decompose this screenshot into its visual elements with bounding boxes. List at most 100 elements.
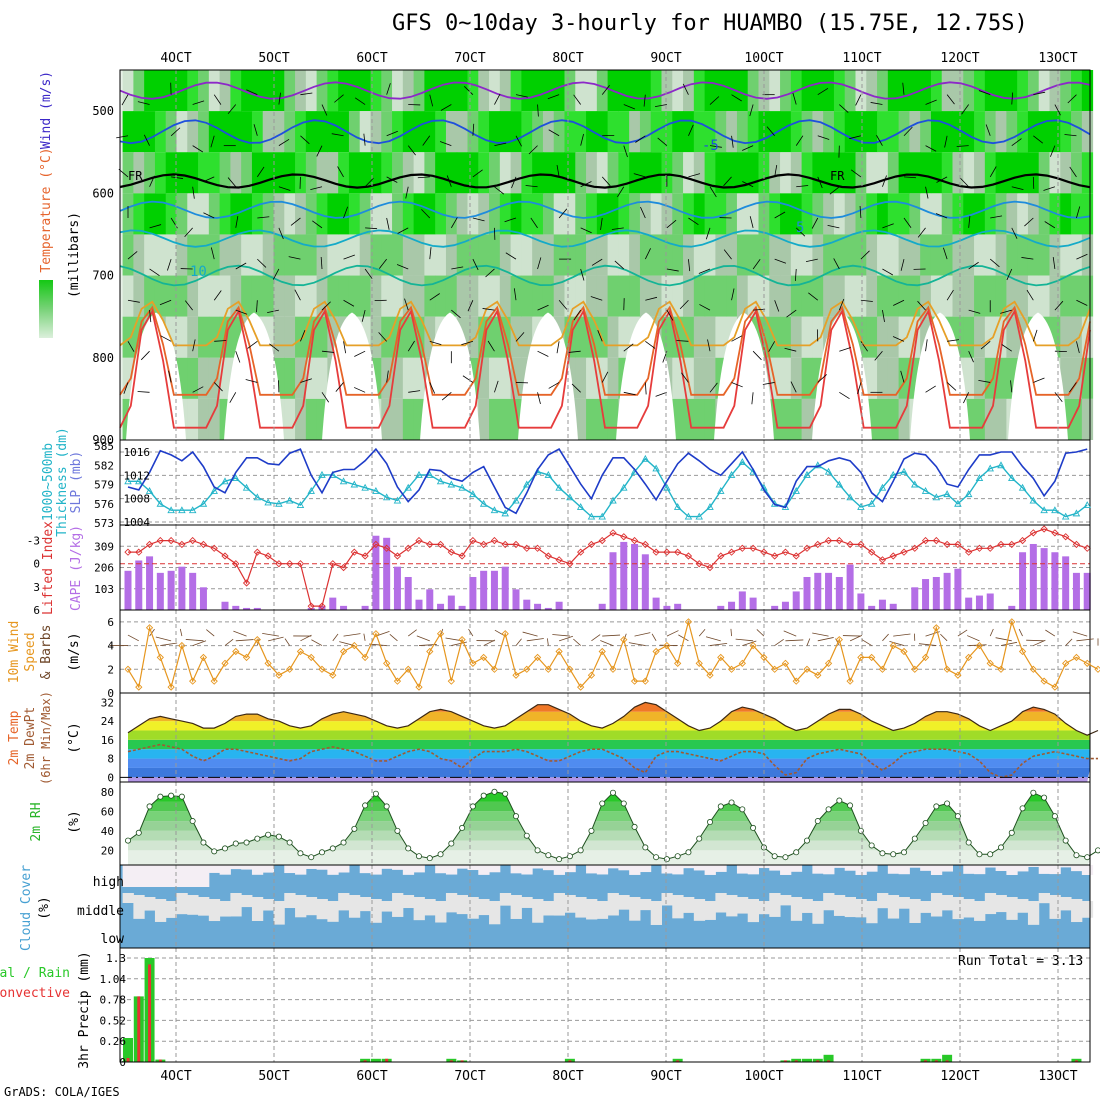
precip-conv-bar — [126, 1058, 130, 1062]
rh-cell — [596, 398, 609, 440]
rh-point — [125, 837, 132, 844]
wind-barb — [343, 206, 349, 219]
rh-cell — [639, 193, 652, 235]
rh-cell — [596, 70, 609, 112]
rh-cell — [855, 234, 867, 276]
thickness-point — [339, 477, 348, 485]
wind-barb — [709, 186, 717, 198]
rh-cell — [650, 70, 662, 112]
wind-barb — [925, 186, 929, 199]
rh-cell — [952, 193, 964, 235]
wind-label: Wind (m/s) — [39, 71, 54, 149]
wind-barb — [940, 633, 948, 642]
rh-point — [987, 851, 994, 858]
rh-cell — [995, 275, 1007, 317]
wind-barb — [817, 135, 830, 140]
cloud-high-block — [618, 865, 630, 871]
wind-barb — [321, 350, 334, 353]
rh-cell — [1081, 234, 1094, 276]
wind-barb — [246, 89, 258, 96]
rh-cell — [273, 275, 285, 317]
wind-speed-point — [490, 665, 499, 673]
isotherm-line — [119, 305, 1091, 396]
wind-barb — [408, 390, 421, 393]
thickness-point — [469, 490, 477, 498]
wind-speed-point — [156, 653, 164, 662]
thickness-point — [566, 493, 574, 501]
wind-barb — [676, 340, 689, 342]
lifted-index-point — [975, 544, 984, 552]
rh-cell — [338, 70, 350, 112]
rh-cell — [208, 234, 221, 276]
thickness-point — [382, 493, 391, 501]
rh-cell — [435, 275, 447, 317]
rh-cell — [941, 275, 953, 317]
rh-cell — [413, 111, 425, 153]
rh-cell — [833, 275, 846, 317]
rh-cell — [489, 275, 501, 317]
wind-barb — [558, 299, 568, 310]
wind-barb — [1011, 138, 1022, 146]
rh-point — [674, 853, 681, 860]
rh-cell — [456, 234, 468, 276]
cloud-mid-block — [1027, 901, 1040, 925]
rh-cell — [1081, 193, 1094, 235]
rh-cell — [144, 234, 156, 276]
isotherm-line — [119, 200, 1091, 219]
rh-cell — [370, 193, 382, 235]
cloud-mid-block — [596, 901, 609, 919]
wind-barb — [1024, 217, 1034, 227]
wind-barb — [753, 308, 766, 311]
rh-cell — [445, 111, 458, 153]
cloud-mid-block — [1006, 897, 1018, 920]
rh-cell — [747, 111, 759, 153]
wind-speed-point — [221, 659, 229, 667]
cloud-mid-block — [1060, 897, 1072, 911]
y-tick-label: 8 — [107, 753, 114, 766]
rh-cell — [542, 234, 555, 276]
wind-barb — [417, 176, 430, 179]
lifted-index-point — [1062, 533, 1070, 541]
wind-speed-point — [598, 647, 606, 656]
rh-cell — [704, 275, 716, 317]
wind-barb — [253, 124, 258, 136]
wind-speed-point — [350, 641, 358, 650]
rh-cell — [575, 70, 587, 112]
rh-cell — [661, 152, 673, 194]
rh-cell — [887, 357, 900, 399]
rh-point — [728, 799, 735, 806]
rh-band — [128, 830, 1090, 841]
rh-cell — [154, 275, 167, 317]
lifted-index-point — [415, 536, 423, 545]
cape-bar — [437, 603, 445, 610]
wind-speed-point — [1083, 659, 1091, 667]
wind-barb — [386, 130, 398, 137]
rh-cell — [715, 152, 727, 194]
wind-speed-point — [889, 641, 897, 650]
lifted-index-point — [318, 602, 326, 610]
wind-barb — [580, 181, 592, 188]
rh-cell — [564, 111, 576, 153]
rh-cell — [144, 275, 156, 317]
wind-barb — [1010, 380, 1013, 393]
rh-cell — [273, 193, 285, 235]
cloud-high-block — [887, 865, 900, 874]
cloud-high-block — [607, 865, 619, 869]
cloud-mid-block — [790, 897, 803, 921]
rh-cell — [198, 398, 210, 440]
lifted-index-point — [663, 548, 671, 556]
rh-cell — [1027, 275, 1040, 317]
rh-cell — [327, 111, 339, 153]
rh-cell — [1071, 275, 1083, 317]
wind-barb — [256, 300, 258, 313]
cloud-mid-block — [952, 897, 964, 920]
wind-barb — [468, 628, 474, 637]
rh-cell — [348, 193, 361, 235]
wind-barb — [1072, 631, 1088, 637]
wind-barb — [601, 371, 609, 383]
cloud-high-block — [855, 865, 867, 875]
wind-barb — [600, 217, 603, 230]
rh-cell — [715, 316, 727, 358]
wind-barb — [272, 268, 280, 280]
wind-barb — [354, 97, 366, 105]
